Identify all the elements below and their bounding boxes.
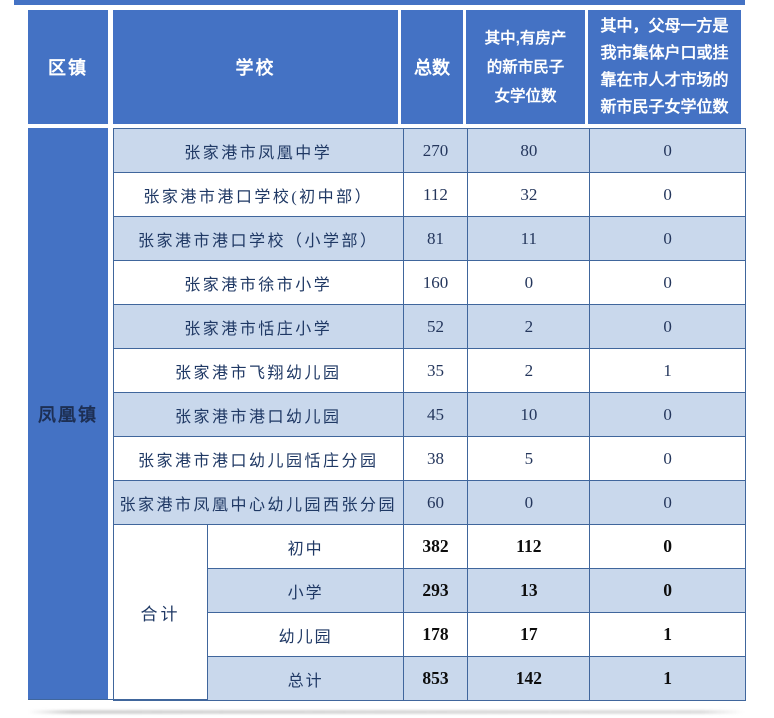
total-value: 38 [404,437,469,480]
collective-value: 0 [590,437,746,480]
district-cell: 凤凰镇 [28,128,108,700]
school-name: 张家港市徐市小学 [114,261,404,304]
table-row: 张家港市徐市小学 160 0 0 [113,261,746,305]
collective-value: 0 [590,217,746,260]
with-property-value: 32 [468,173,591,216]
with-property-value: 5 [468,437,591,480]
table-row: 张家港市港口幼儿园 45 10 0 [113,393,746,437]
header-district: 区镇 [28,10,108,124]
total-value: 60 [404,481,469,524]
with-property-value: 0 [468,481,591,524]
table-bottom-border [28,698,114,700]
table-row: 张家港市港口学校(初中部） 112 32 0 [113,173,746,217]
summary-row: 小学 293 13 0 [113,569,746,613]
with-property-value: 0 [468,261,591,304]
summary-label-cell: 合计 [113,524,208,700]
summary-with-property-value: 17 [468,613,591,656]
collective-value: 0 [590,173,746,216]
with-property-value: 2 [468,305,591,348]
collective-value: 1 [590,349,746,392]
summary-total-value: 382 [404,525,469,568]
total-value: 35 [404,349,469,392]
total-value: 81 [404,217,469,260]
school-name: 张家港市港口幼儿园 [114,393,404,436]
collective-value: 0 [590,129,746,172]
table-body-rows: 张家港市凤凰中学 270 80 0 张家港市港口学校(初中部） 112 32 0 张家港市港口学… [113,128,746,701]
summary-total-value: 293 [404,569,469,612]
table-row: 张家港市凤凰中学 270 80 0 [113,129,746,173]
header-total: 总数 [398,10,463,124]
table-header-row: 区镇 学校 总数 其中,有房产 的新市民子 女学位数 其中，父母一方是 我市集体… [28,10,746,124]
table-row: 张家港市飞翔幼儿园 35 2 1 [113,349,746,393]
header-with-property: 其中,有房产 的新市民子 女学位数 [463,10,585,124]
total-value: 270 [404,129,469,172]
summary-row: 幼儿园 178 17 1 [113,613,746,657]
summary-with-property-value: 142 [468,657,591,700]
table-row: 张家港市港口学校（小学部） 81 11 0 [113,217,746,261]
with-property-value: 10 [468,393,591,436]
summary-collective-value: 0 [590,525,746,568]
collective-value: 0 [590,481,746,524]
summary-collective-value: 1 [590,657,746,700]
school-name: 张家港市飞翔幼儿园 [114,349,404,392]
summary-category: 小学 [209,569,404,612]
with-property-value: 11 [468,217,591,260]
summary-row: 初中 382 112 0 [113,525,746,569]
school-name: 张家港市恬庄小学 [114,305,404,348]
summary-collective-value: 0 [590,569,746,612]
total-value: 160 [404,261,469,304]
admission-table: 区镇 学校 总数 其中,有房产 的新市民子 女学位数 其中，父母一方是 我市集体… [28,10,746,706]
with-property-value: 2 [468,349,591,392]
total-value: 52 [404,305,469,348]
school-name: 张家港市港口学校（小学部） [114,217,404,260]
top-divider-strip [14,0,745,5]
collective-value: 0 [590,305,746,348]
school-name: 张家港市港口学校(初中部） [114,173,404,216]
summary-with-property-value: 13 [468,569,591,612]
school-name: 张家港市凤凰中学 [114,129,404,172]
summary-total-value: 178 [404,613,469,656]
summary-category: 初中 [209,525,404,568]
collective-value: 0 [590,393,746,436]
table-row: 张家港市港口幼儿园恬庄分园 38 5 0 [113,437,746,481]
summary-category: 幼儿园 [209,613,404,656]
total-value: 45 [404,393,469,436]
table-row: 张家港市恬庄小学 52 2 0 [113,305,746,349]
summary-collective-value: 1 [590,613,746,656]
header-school: 学校 [108,10,398,124]
school-name: 张家港市港口幼儿园恬庄分园 [114,437,404,480]
summary-category: 总计 [209,657,404,700]
summary-with-property-value: 112 [468,525,591,568]
summary-row: 总计 853 142 1 [113,657,746,701]
collective-value: 0 [590,261,746,304]
table-row: 张家港市凤凰中心幼儿园西张分园 60 0 0 [113,481,746,525]
summary-total-value: 853 [404,657,469,700]
header-collective: 其中，父母一方是 我市集体户口或挂 靠在市人才市场的 新市民子女学位数 [585,10,741,124]
page-bottom-shadow [28,710,744,714]
school-name: 张家港市凤凰中心幼儿园西张分园 [114,481,404,524]
with-property-value: 80 [468,129,591,172]
total-value: 112 [404,173,469,216]
